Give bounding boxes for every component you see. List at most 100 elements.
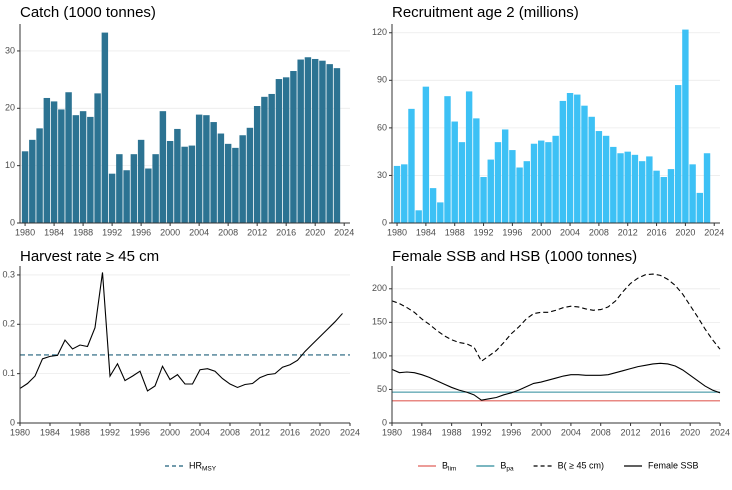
bar [617,153,624,223]
x-tick-label: 2004 [560,227,580,237]
bar [43,97,51,223]
bar [130,154,138,223]
y-tick-label: 0.1 [2,368,15,378]
y-tick-label: 120 [372,27,387,37]
bar [602,135,610,223]
bar [631,154,639,223]
x-tick-label: 2000 [531,427,551,437]
bar [79,111,87,223]
bar [473,118,480,223]
legend-label: HR [189,460,202,470]
x-tick-label: 2024 [704,227,724,237]
panel-title: Recruitment age 2 (millions) [392,4,579,21]
bar [451,121,458,223]
legend-label: B [500,460,506,470]
bar [638,161,646,223]
bar [523,161,531,223]
x-tick-label: 2024 [710,427,730,437]
bar [696,192,704,223]
bar [545,142,552,223]
y-tick-label: 0 [10,417,15,427]
bar [311,58,319,224]
x-tick-label: 2004 [561,427,581,437]
x-tick-label: 2008 [218,227,238,237]
bar [58,109,65,223]
bar [653,170,660,223]
legend-label: Female SSB [648,460,699,470]
x-tick-label: 2016 [276,227,296,237]
bar [239,135,246,223]
x-tick-label: 1984 [412,427,432,437]
x-tick-label: 2008 [220,427,240,437]
bar [297,59,304,224]
y-tick-label: 200 [372,283,387,293]
bar [682,29,689,224]
bar [123,170,130,223]
bar [480,177,487,223]
y-tick-label: 20 [5,103,15,113]
bar [261,96,268,223]
bar [465,91,473,223]
x-tick-label: 1996 [131,227,151,237]
x-tick-label: 1980 [382,427,402,437]
bar [501,129,509,223]
bar [588,116,595,223]
y-tick-label: 150 [372,317,387,327]
x-tick-label: 1980 [387,227,407,237]
x-tick-label: 2024 [334,227,354,237]
x-tick-label: 2008 [589,227,609,237]
panel-title: Catch (1000 tonnes) [20,4,156,21]
bar [552,135,559,223]
bar [646,156,653,223]
panel-title: Female SSB and HSB (1000 tonnes) [392,248,637,265]
bar [152,154,159,223]
y-tick-label: 90 [377,75,387,85]
legend-label: B [442,460,448,470]
bar [516,167,523,223]
bar [689,164,696,223]
x-tick-label: 2020 [310,427,330,437]
bar [195,114,203,223]
x-tick-label: 1996 [130,427,150,437]
bar [282,77,290,223]
x-tick-label: 1984 [40,427,60,437]
bar [275,79,283,223]
bar [87,116,94,223]
legend-label-sub: pa [506,466,514,473]
bar [210,122,217,223]
bar [624,151,631,223]
x-tick-label: 1992 [100,427,120,437]
bar [290,71,297,223]
bar [232,147,239,223]
bar [703,153,711,223]
x-tick-label: 1988 [445,227,465,237]
y-tick-label: 0 [382,417,387,427]
bar [595,131,603,223]
data-line [391,273,721,363]
bar [174,128,181,223]
bar [253,106,261,223]
bar [166,140,174,223]
bar [181,146,188,223]
bar [660,177,667,223]
y-tick-label: 30 [377,170,387,180]
bar [538,140,545,223]
y-tick-label: 0.3 [2,269,15,279]
y-tick-label: 10 [5,160,15,170]
x-tick-label: 2000 [531,227,551,237]
bar [415,210,422,223]
y-tick-label: 0 [382,217,387,227]
bar [574,94,581,224]
bar [101,32,109,224]
bar [50,101,58,223]
y-tick-label: 30 [5,45,15,55]
bar [393,165,401,223]
bar [559,100,567,223]
bar [408,108,415,223]
bar [203,115,210,223]
x-tick-label: 1988 [442,427,462,437]
bar [36,128,43,223]
bar [401,164,408,223]
x-tick-label: 2004 [189,227,209,237]
